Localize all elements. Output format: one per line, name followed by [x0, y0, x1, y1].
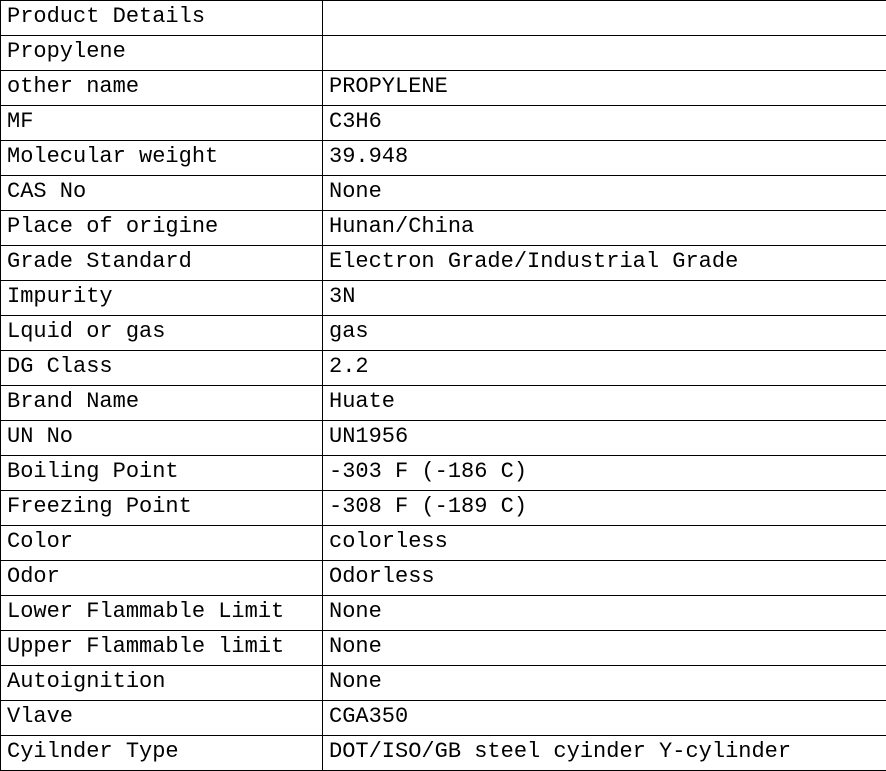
cell-value: PROPYLENE [323, 71, 886, 106]
table-row: AutoignitionNone [1, 666, 886, 701]
cell-value: Electron Grade/Industrial Grade [323, 246, 886, 281]
cell-label: Freezing Point [1, 491, 323, 526]
cell-label: Grade Standard [1, 246, 323, 281]
table-row: Lower Flammable LimitNone [1, 596, 886, 631]
table-container: Product Details Propylene other namePROP… [0, 0, 886, 771]
cell-label: Vlave [1, 701, 323, 736]
table-row: MFC3H6 [1, 106, 886, 141]
cell-value: -303 F (-186 C) [323, 456, 886, 491]
cell-value: None [323, 176, 886, 211]
cell-value [323, 1, 886, 36]
product-details-table: Product Details Propylene other namePROP… [0, 0, 886, 771]
table-row: other namePROPYLENE [1, 71, 886, 106]
table-row: UN NoUN1956 [1, 421, 886, 456]
cell-label: Product Details [1, 1, 323, 36]
cell-value: 3N [323, 281, 886, 316]
cell-value: None [323, 666, 886, 701]
cell-value: Odorless [323, 561, 886, 596]
cell-label: Lquid or gas [1, 316, 323, 351]
table-row: Place of origineHunan/China [1, 211, 886, 246]
cell-label: Cyilnder Type [1, 736, 323, 771]
cell-label: UN No [1, 421, 323, 456]
cell-value: Hunan/China [323, 211, 886, 246]
table-row: Freezing Point-308 F (-189 C) [1, 491, 886, 526]
cell-label: Color [1, 526, 323, 561]
cell-label: Boiling Point [1, 456, 323, 491]
table-row: CAS NoNone [1, 176, 886, 211]
table-row: Boiling Point-303 F (-186 C) [1, 456, 886, 491]
cell-value: DOT/ISO/GB steel cyinder Y-cylinder [323, 736, 886, 771]
cell-value: C3H6 [323, 106, 886, 141]
cell-value [323, 36, 886, 71]
cell-label: Autoignition [1, 666, 323, 701]
table-body: Product Details Propylene other namePROP… [1, 1, 886, 771]
cell-label: Impurity [1, 281, 323, 316]
cell-value: 39.948 [323, 141, 886, 176]
cell-label: Brand Name [1, 386, 323, 421]
table-row: Product Details [1, 1, 886, 36]
cell-value: None [323, 631, 886, 666]
cell-value: -308 F (-189 C) [323, 491, 886, 526]
table-row: Color colorless [1, 526, 886, 561]
cell-label: Place of origine [1, 211, 323, 246]
cell-label: CAS No [1, 176, 323, 211]
cell-label: Odor [1, 561, 323, 596]
table-row: Grade StandardElectron Grade/Industrial … [1, 246, 886, 281]
cell-value: Huate [323, 386, 886, 421]
table-row: OdorOdorless [1, 561, 886, 596]
table-row: DG Class2.2 [1, 351, 886, 386]
cell-value: None [323, 596, 886, 631]
table-row: Upper Flammable limitNone [1, 631, 886, 666]
cell-label: DG Class [1, 351, 323, 386]
table-row: Propylene [1, 36, 886, 71]
cell-value: UN1956 [323, 421, 886, 456]
table-row: Cyilnder TypeDOT/ISO/GB steel cyinder Y-… [1, 736, 886, 771]
cell-label: Propylene [1, 36, 323, 71]
cell-value: 2.2 [323, 351, 886, 386]
cell-label: Lower Flammable Limit [1, 596, 323, 631]
cell-label: Upper Flammable limit [1, 631, 323, 666]
table-row: Lquid or gasgas [1, 316, 886, 351]
table-row: Molecular weight39.948 [1, 141, 886, 176]
cell-value: gas [323, 316, 886, 351]
cell-value: CGA350 [323, 701, 886, 736]
cell-value: colorless [323, 526, 886, 561]
table-row: Brand NameHuate [1, 386, 886, 421]
table-row: VlaveCGA350 [1, 701, 886, 736]
cell-label: Molecular weight [1, 141, 323, 176]
cell-label: MF [1, 106, 323, 141]
cell-label: other name [1, 71, 323, 106]
table-row: Impurity3N [1, 281, 886, 316]
